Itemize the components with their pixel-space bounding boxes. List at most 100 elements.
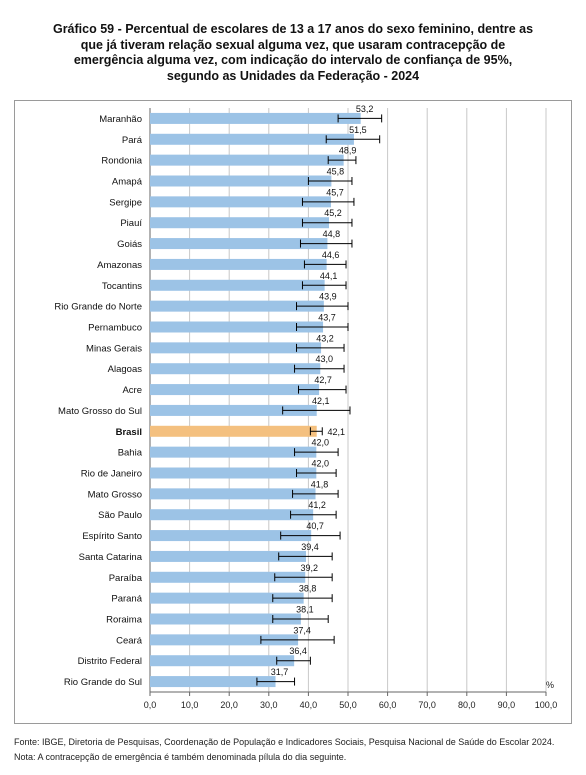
category-label: Sergipe (109, 197, 142, 208)
bar (150, 634, 299, 646)
category-label: Mato Grosso do Sul (58, 406, 142, 417)
x-tick-label: 30,0 (260, 700, 278, 710)
bar (150, 175, 332, 187)
unit-label: % (546, 680, 554, 690)
category-label: São Paulo (98, 510, 142, 521)
data-label: 51,5 (349, 125, 367, 135)
category-label: Alagoas (108, 364, 143, 375)
bar (150, 509, 314, 521)
bar (150, 488, 316, 500)
category-label: Tocantins (102, 281, 142, 292)
data-label: 42,0 (312, 459, 330, 469)
data-label: 45,7 (326, 187, 344, 197)
data-label: 42,1 (327, 427, 345, 437)
data-label: 36,4 (289, 646, 307, 656)
data-label: 40,7 (306, 521, 324, 531)
title-line-3: emergência alguma vez, com indicação do … (73, 53, 513, 67)
data-label: 41,8 (311, 479, 329, 489)
bar (150, 342, 322, 354)
data-label: 38,8 (299, 584, 317, 594)
source-note: Fonte: IBGE, Diretoria de Pesquisas, Coo… (14, 737, 555, 747)
bar (150, 112, 361, 124)
data-label: 42,7 (314, 375, 332, 385)
bar (150, 655, 295, 667)
category-label: Piauí (120, 218, 142, 229)
category-label: Espírito Santo (82, 531, 142, 542)
chart-frame: 0,0 10,0 20,0 30,0 40,0 50,0 60,0 70,0 80,0 90,0 1… (14, 100, 572, 724)
bar (150, 676, 276, 688)
data-label: 42,1 (312, 396, 330, 406)
x-tick-label: 40,0 (300, 700, 318, 710)
data-label: 44,6 (322, 250, 340, 260)
data-label: 39,2 (300, 563, 318, 573)
bar (150, 550, 307, 562)
bar (150, 363, 321, 375)
bar (150, 530, 312, 542)
x-tick-label: 0,0 (144, 700, 157, 710)
category-label: Mato Grosso (88, 489, 142, 500)
category-label: Rio de Janeiro (81, 469, 142, 480)
x-tick-label: 20,0 (220, 700, 238, 710)
bar (150, 321, 324, 333)
bar (150, 571, 306, 583)
x-tick-label: 70,0 (418, 700, 436, 710)
data-label: 43,7 (318, 313, 336, 323)
x-tick-label: 50,0 (339, 700, 357, 710)
category-label: Pernambuco (88, 323, 142, 334)
data-label: 39,4 (301, 542, 319, 552)
chart-title: Gráfico 59 - Percentual de escolares de … (20, 22, 566, 84)
data-label: 44,1 (320, 271, 338, 281)
bar (150, 384, 320, 396)
bar (150, 258, 327, 270)
title-line-1: Gráfico 59 - Percentual de escolares de … (52, 22, 534, 36)
data-label: 43,2 (316, 333, 334, 343)
highlight-bar (150, 425, 317, 437)
data-label: 38,1 (296, 605, 314, 615)
bar (150, 279, 325, 291)
category-label: Rondonia (101, 156, 142, 167)
title-line-4: segundo as Unidades da Federação - 2024 (166, 68, 420, 83)
data-label: 43,9 (319, 292, 337, 302)
bar (150, 154, 344, 166)
data-label: 48,9 (339, 146, 357, 156)
category-label: Santa Catarina (79, 552, 143, 563)
data-label: 45,2 (324, 208, 342, 218)
bar (150, 300, 324, 312)
category-label: Paraíba (109, 573, 143, 584)
category-label: Goiás (117, 239, 142, 250)
data-label: 53,2 (356, 104, 374, 114)
bar (150, 467, 317, 479)
category-label: Roraima (106, 615, 143, 626)
data-label: 45,8 (327, 167, 345, 177)
category-label: Maranhão (99, 114, 142, 125)
bar (150, 238, 328, 250)
bar (150, 404, 317, 416)
category-label: Paraná (111, 594, 142, 605)
x-tick-label: 90,0 (498, 700, 516, 710)
data-label: 31,7 (271, 667, 289, 677)
x-tick-label: 60,0 (379, 700, 397, 710)
category-label: Brasil (116, 427, 142, 438)
category-label: Acre (122, 385, 142, 396)
category-label: Ceará (116, 635, 143, 646)
category-label: Distrito Federal (78, 656, 142, 667)
category-label: Pará (122, 135, 143, 146)
data-label: 44,8 (323, 229, 341, 239)
data-label: 43,0 (316, 354, 334, 364)
title-line-2: que já tiveram relação sexual alguma vez… (80, 37, 506, 52)
category-label: Minas Gerais (86, 343, 142, 354)
bar (150, 196, 331, 208)
data-label: 37,4 (293, 625, 311, 635)
category-label: Rio Grande do Norte (54, 302, 142, 313)
data-label: 42,0 (312, 438, 330, 448)
bar (150, 217, 329, 229)
bar-chart: 0,0 10,0 20,0 30,0 40,0 50,0 60,0 70,0 80,0 90,0 1… (54, 104, 558, 710)
category-label: Bahia (118, 448, 143, 459)
category-label: Amapá (112, 177, 143, 188)
bar (150, 592, 304, 604)
data-label: 41,2 (308, 500, 326, 510)
category-label: Amazonas (97, 260, 142, 271)
bar (150, 133, 354, 145)
category-label: Rio Grande do Sul (64, 677, 142, 688)
x-tick-label: 100,0 (535, 700, 558, 710)
